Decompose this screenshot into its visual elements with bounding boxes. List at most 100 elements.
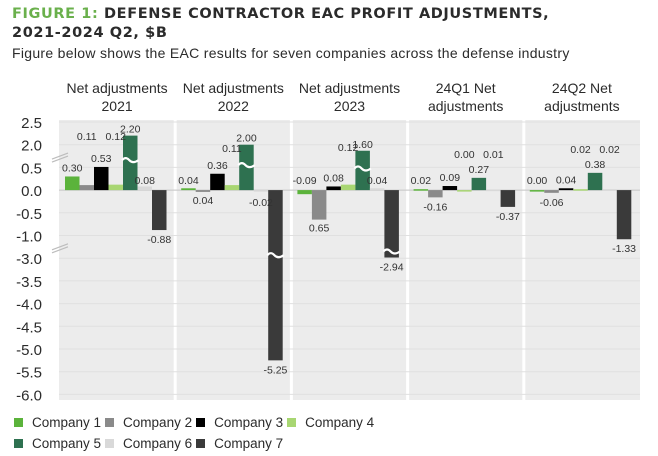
bar-break-marker: [121, 157, 140, 164]
data-label: 1.60: [352, 139, 373, 151]
data-label: -0.37: [496, 211, 520, 223]
data-label: -0.02: [249, 197, 273, 209]
y-tick-label: -3.5: [16, 274, 42, 291]
bar-company-5: [587, 172, 603, 191]
legend-item: Company 7: [196, 433, 283, 454]
data-label: 0.01: [483, 149, 504, 161]
data-label: 0.65: [309, 223, 330, 235]
bar-company-3: [94, 166, 109, 191]
category-header: Net adjustments: [299, 80, 400, 96]
bar-company-4: [573, 189, 588, 191]
legend-label: Company 1: [32, 415, 102, 430]
data-label: 0.02: [411, 175, 432, 187]
data-label: 0.12: [106, 131, 127, 143]
bar-company-3: [442, 186, 458, 191]
axis-break-line: [51, 152, 69, 160]
category-header: 24Q1 Net: [436, 80, 496, 96]
data-label: 0.09: [440, 172, 461, 184]
data-label: 2.00: [236, 133, 257, 145]
bar-break-marker: [237, 162, 256, 169]
data-label: 0.04: [178, 175, 199, 187]
axis-break-marker: [51, 243, 69, 254]
data-label: -0.16: [423, 201, 447, 213]
legend-label: Company 7: [214, 436, 284, 451]
panel-background: [292, 120, 407, 400]
data-label: 0.00: [454, 149, 475, 161]
data-label: -2.94: [380, 262, 404, 274]
bar-company-7: [268, 190, 283, 361]
figure-subtitle: Figure below shows the EAC results for s…: [12, 45, 570, 61]
bar-break-marker: [382, 248, 401, 255]
bar-company-3: [326, 186, 341, 191]
y-tick-label: 0.5: [21, 160, 42, 177]
data-label: 0.11: [77, 131, 97, 143]
legend-swatch: [14, 439, 23, 448]
panel-background: [525, 120, 640, 400]
legend-item: Company 6: [105, 433, 192, 454]
bar-company-6: [486, 189, 501, 192]
legend-item: Company 5: [14, 433, 101, 454]
bar-company-4: [340, 184, 356, 191]
legend-swatch: [105, 439, 115, 448]
legend-item: Company 3: [196, 412, 283, 433]
axis-break-line: [51, 243, 69, 251]
data-label: 0.04: [556, 174, 577, 186]
category-header: 24Q2 Net: [552, 80, 612, 96]
data-label: -1.33: [612, 243, 636, 255]
data-label: 0.02: [599, 144, 620, 156]
y-tick-label: -3.0: [16, 251, 42, 268]
legend: Company 1 Company 2 Company 3 Company 4 Comp…: [14, 412, 434, 454]
bar-break-marker: [266, 252, 285, 259]
legend-swatch: [14, 418, 23, 427]
data-label: 0.00: [527, 175, 548, 187]
bar-company-6: [369, 188, 385, 191]
bar-company-1: [65, 176, 80, 191]
y-tick-label: -4.5: [16, 319, 42, 336]
legend-item: Company 1: [14, 412, 101, 433]
bar-company-1: [413, 189, 429, 191]
bar-company-3: [558, 188, 574, 191]
bar-company-6: [602, 189, 617, 191]
category-header: adjustments: [544, 98, 619, 114]
y-tick-label: 0.0: [21, 183, 42, 200]
data-label: 0.08: [323, 172, 344, 184]
data-label: -0.88: [147, 234, 171, 246]
y-tick-label: -0.5: [16, 206, 42, 223]
bar-company-2: [195, 190, 211, 192]
data-label: 0.04: [367, 175, 388, 187]
legend-item: Company 2: [105, 412, 192, 433]
category-header: adjustments: [428, 98, 503, 114]
category-header: Net adjustments: [67, 80, 168, 96]
data-label: 2.20: [120, 124, 141, 136]
bar-company-4: [224, 185, 240, 191]
panel-background: [409, 120, 523, 400]
y-tick-label: -5.0: [16, 342, 42, 359]
bar-company-5: [471, 177, 487, 191]
legend-label: Company 6: [123, 436, 193, 451]
bar-company-1: [297, 190, 312, 195]
figure-title-line1: DEFENSE CONTRACTOR EAC PROFIT ADJUSTMENT…: [104, 6, 550, 22]
legend-label: Company 4: [305, 415, 375, 430]
legend-swatch: [196, 418, 206, 427]
legend-swatch: [196, 439, 206, 448]
bar-company-1: [181, 188, 196, 191]
category-header: Net adjustments: [183, 80, 284, 96]
category-header: 2021: [102, 98, 133, 114]
y-tick-label: -5.5: [16, 365, 42, 382]
data-label: 0.12: [338, 142, 359, 154]
bar-company-4: [108, 184, 123, 191]
bar-company-1: [529, 190, 545, 192]
y-tick-label: 2.5: [21, 115, 42, 132]
bar-company-2: [428, 190, 443, 198]
bar-company-2: [79, 185, 94, 191]
axis-break-line: [51, 155, 69, 163]
figure-label: FIGURE 1:: [12, 6, 99, 22]
category-header: 2023: [334, 98, 365, 114]
figure-title-line2: 2021-2024 Q2, $B: [12, 25, 168, 41]
figure-title: FIGURE 1: DEFENSE CONTRACTOR EAC PROFIT …: [12, 5, 549, 43]
data-label: -5.25: [263, 364, 287, 376]
legend-item: Company 4: [287, 412, 374, 433]
legend-label: Company 5: [32, 436, 102, 451]
data-label: 0.02: [570, 144, 591, 156]
